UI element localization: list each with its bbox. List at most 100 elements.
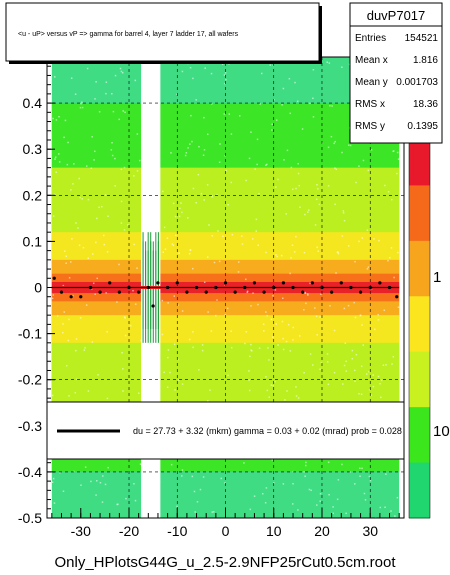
heatmap-speckle — [104, 194, 107, 196]
heatmap-speckle — [387, 259, 389, 262]
heatmap-speckle — [308, 209, 310, 211]
y-tick-label: 0 — [34, 280, 42, 296]
heatmap-speckle — [117, 503, 119, 506]
heatmap-speckle — [303, 309, 305, 311]
heatmap-speckle — [123, 166, 126, 169]
heatmap-speckle — [75, 349, 77, 352]
heatmap-speckle — [354, 260, 356, 263]
heatmap-speckle — [327, 146, 330, 149]
heatmap-speckle — [295, 386, 297, 388]
heatmap-speckle — [277, 344, 279, 346]
heatmap-speckle — [53, 502, 56, 504]
heatmap-speckle — [380, 396, 382, 399]
heatmap-speckle — [307, 294, 309, 296]
heatmap-speckle — [116, 301, 118, 303]
title-text: <u - uP> versus vP => gamma for barrel 4… — [18, 31, 239, 38]
heatmap-speckle — [185, 152, 188, 154]
profile-point — [117, 290, 121, 294]
heatmap-speckle — [249, 355, 251, 358]
heatmap-speckle — [175, 234, 177, 237]
profile-point — [194, 285, 199, 290]
heatmap-speckle — [198, 145, 200, 148]
heatmap-speckle — [315, 315, 318, 317]
heatmap-speckle — [96, 480, 98, 482]
heatmap-speckle — [195, 201, 197, 204]
heatmap-speckle — [78, 177, 81, 180]
heatmap-speckle — [359, 475, 361, 477]
heatmap-speckle — [181, 383, 184, 385]
heatmap-speckle — [360, 365, 363, 368]
heatmap-speckle — [341, 235, 344, 237]
heatmap-speckle — [244, 342, 246, 345]
heatmap-speckle — [286, 149, 289, 152]
heatmap-speckle — [286, 390, 288, 392]
heatmap-speckle — [280, 254, 283, 257]
heatmap-speckle — [191, 475, 194, 478]
heatmap-speckle — [309, 282, 311, 285]
stats-value: 154521 — [405, 33, 439, 44]
profile-point — [330, 290, 334, 294]
heatmap-speckle — [334, 203, 336, 206]
heatmap-speckle — [265, 164, 267, 167]
heatmap-speckle — [166, 386, 169, 389]
heatmap-speckle — [95, 81, 97, 83]
heatmap-speckle — [223, 113, 226, 115]
heatmap-speckle — [358, 165, 360, 167]
stats-box: duvP7017 Entries 154521 Mean x 1.816 Mean y 0… — [349, 2, 443, 144]
heatmap-speckle — [104, 483, 107, 486]
stats-label: Mean x — [355, 55, 388, 66]
heatmap-speckle — [265, 487, 268, 489]
heatmap-speckle — [377, 313, 379, 316]
heatmap-speckle — [295, 187, 297, 190]
heatmap-speckle — [63, 136, 65, 139]
heatmap-speckle — [393, 276, 395, 279]
heatmap-speckle — [116, 503, 118, 506]
heatmap-speckle — [122, 110, 124, 112]
heatmap-speckle — [250, 349, 252, 351]
heatmap-speckle — [272, 384, 274, 387]
profile-point — [358, 290, 363, 294]
heatmap-speckle — [258, 192, 260, 195]
heatmap-speckle — [342, 212, 345, 214]
heatmap-speckle — [209, 389, 211, 391]
heatmap-speckle — [105, 92, 107, 95]
profile-point — [59, 290, 64, 294]
heatmap-speckle — [92, 282, 95, 285]
stats-label: Mean y — [355, 77, 388, 88]
heatmap-speckle — [312, 97, 314, 100]
heatmap-speckle — [361, 467, 363, 470]
heatmap-speckle — [223, 74, 226, 76]
stats-label: RMS x — [355, 99, 385, 110]
heatmap-speckle — [111, 141, 113, 144]
heatmap-speckle — [368, 388, 371, 391]
heatmap-speckle — [96, 217, 98, 220]
stats-name: duvP7017 — [367, 8, 426, 23]
heatmap-speckle — [265, 251, 267, 254]
heatmap-speckle — [65, 255, 68, 257]
heatmap-speckle — [86, 67, 89, 70]
heatmap-speckle — [170, 152, 172, 154]
heatmap-speckle — [202, 476, 205, 478]
heatmap-speckle — [266, 314, 268, 317]
heatmap-speckle — [210, 72, 213, 75]
heatmap-speckle — [124, 111, 126, 114]
heatmap-speckle — [248, 157, 251, 160]
heatmap-speckle — [364, 499, 367, 501]
heatmap-speckle — [351, 349, 354, 352]
heatmap-speckle — [391, 363, 393, 365]
heatmap-speckle — [172, 202, 175, 205]
colorbar-segment — [409, 351, 430, 408]
heatmap-speckle — [218, 161, 221, 164]
heatmap-speckle — [192, 346, 194, 349]
heatmap-speckle — [203, 199, 205, 201]
profile-point — [156, 281, 160, 285]
heatmap-speckle — [276, 255, 278, 258]
heatmap-speckle — [312, 364, 314, 366]
heatmap-speckle — [385, 473, 387, 475]
heatmap-speckle — [56, 315, 59, 317]
heatmap-speckle — [90, 480, 92, 483]
heatmap-speckle — [134, 303, 137, 305]
heatmap-speckle — [99, 481, 102, 484]
heatmap-speckle — [282, 348, 285, 351]
x-tick-label: -20 — [119, 523, 139, 539]
